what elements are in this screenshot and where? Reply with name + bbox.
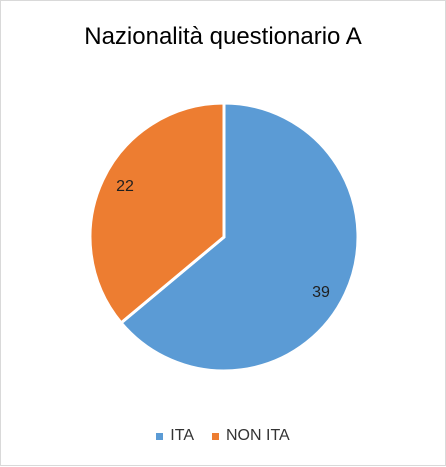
pie-slice-ita [118,101,360,373]
pie-data-labels: 39 22 [116,178,330,301]
data-label-ita: 39 [312,284,330,301]
chart-legend: ITA NON ITA [1,427,445,445]
legend-label-non-ita: NON ITA [226,427,290,444]
legend-item-ita: ITA [156,427,194,445]
legend-swatch-non-ita [212,432,219,440]
data-label-non-ita: 22 [116,178,134,195]
pie-slices [88,101,360,373]
chart-title: Nazionalità questionario A [84,23,362,50]
legend-swatch-ita [156,432,164,440]
pie-slice-non-ita [88,101,226,325]
legend-item-non-ita: NON ITA [212,427,290,445]
legend-label-ita: ITA [170,427,194,444]
